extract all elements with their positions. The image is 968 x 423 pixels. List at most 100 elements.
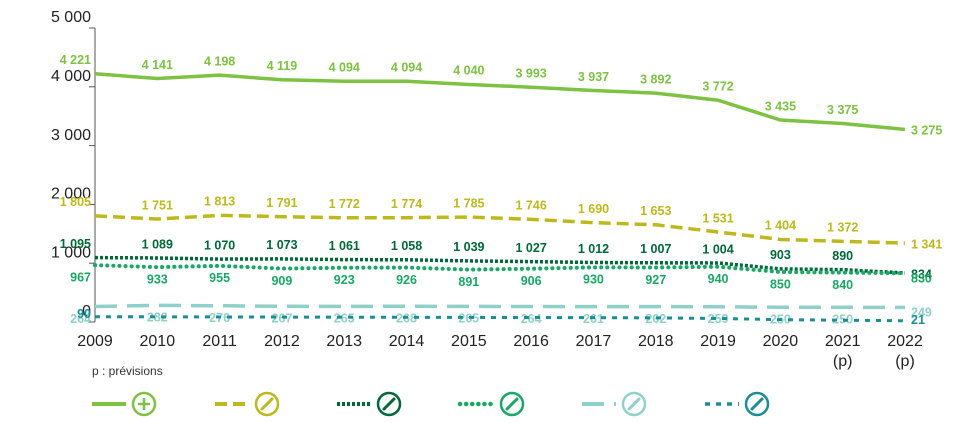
data-label: 1 095 (60, 237, 91, 251)
series-line (94, 303, 906, 310)
x-tick-label: 2018 (638, 333, 674, 350)
y-tick-label: 3 000 (51, 127, 91, 144)
legend-icon (499, 391, 525, 417)
data-label: 4 040 (453, 64, 484, 78)
data-label: 926 (396, 273, 417, 287)
data-label: 1 012 (578, 242, 609, 256)
data-label: 3 937 (578, 70, 609, 84)
x-tick-label: 2019 (700, 333, 736, 350)
data-label: 259 (708, 312, 729, 326)
data-label: 265 (334, 312, 355, 326)
data-label: 930 (583, 273, 604, 287)
legend-icon (254, 391, 280, 417)
data-label: 1 813 (204, 195, 235, 209)
data-label: 4 221 (60, 53, 91, 67)
x-tick-label: 2010 (140, 333, 176, 350)
data-label: 1 341 (911, 237, 942, 251)
data-label: 1 027 (516, 241, 547, 255)
series-line (94, 255, 906, 275)
y-tick-label: 1 000 (51, 244, 91, 261)
x-tick-label: 2012 (264, 333, 300, 350)
data-label: 1 791 (266, 196, 297, 210)
data-label: 940 (708, 272, 729, 286)
data-label: 850 (770, 277, 791, 291)
data-label: 1 372 (827, 221, 858, 235)
legend-glyph (750, 397, 764, 411)
y-tick-label: 0 (82, 303, 91, 320)
data-label: 1 070 (204, 238, 235, 252)
series-line (94, 315, 906, 323)
data-label: 834 (911, 267, 932, 281)
data-label: 4 141 (142, 58, 173, 72)
data-label: 933 (147, 272, 168, 286)
legend-glyph (138, 398, 150, 410)
data-label: 264 (70, 312, 91, 326)
data-label: 3 435 (765, 99, 796, 113)
legend-icon (744, 391, 770, 417)
data-label: 891 (458, 275, 479, 289)
x-tick-label: 2009 (77, 333, 113, 350)
data-label: 3 275 (911, 124, 942, 138)
footnote: p : prévisions (92, 364, 163, 378)
legend-icon (131, 391, 157, 417)
data-label: 1 746 (516, 199, 547, 213)
x-tick-label: 2014 (389, 333, 425, 350)
data-label: 909 (271, 274, 292, 288)
data-label: 265 (458, 312, 479, 326)
x-tick-label: 2022 (887, 333, 923, 350)
data-label: 1 073 (266, 238, 297, 252)
x-tick-note: (p) (895, 353, 915, 370)
data-label: 4 198 (204, 54, 235, 68)
data-label: 840 (832, 278, 853, 292)
data-label: 249 (911, 306, 932, 320)
data-label: 4 119 (267, 59, 298, 73)
data-label: 1 785 (453, 196, 484, 210)
data-label: 3 772 (702, 80, 733, 94)
data-label: 967 (70, 270, 91, 284)
data-label: 3 993 (516, 67, 547, 81)
x-tick-label: 2017 (576, 333, 612, 350)
data-label: 1 089 (142, 237, 173, 251)
data-label: 282 (147, 311, 168, 325)
data-label: 1 772 (329, 197, 360, 211)
data-label: 1 690 (578, 202, 609, 216)
data-label: 21 (911, 313, 925, 327)
legend-glyph (260, 397, 274, 411)
x-tick-label: 2015 (451, 333, 487, 350)
data-label: 1 805 (60, 195, 91, 209)
series-line (94, 72, 906, 132)
data-label: 267 (271, 312, 292, 326)
data-label: 1 061 (329, 239, 360, 253)
data-label: 262 (645, 312, 666, 326)
x-tick-label: 2011 (202, 333, 237, 350)
data-label: 3 375 (827, 103, 858, 117)
data-label: 250 (832, 313, 853, 327)
legend-icon (621, 391, 647, 417)
data-label: 1 058 (391, 239, 422, 253)
x-tick-note: (p) (833, 353, 853, 370)
data-label: 4 094 (391, 61, 422, 75)
data-label: 830 (911, 271, 932, 285)
data-label: 1 531 (702, 211, 733, 225)
legend-icon (376, 391, 402, 417)
legend-glyph (382, 397, 396, 411)
data-label: 4 094 (329, 61, 360, 75)
x-tick-label: 2020 (763, 333, 799, 350)
x-tick-label: 2013 (326, 333, 362, 350)
data-label: 1 774 (391, 197, 422, 211)
x-tick-label: 2016 (513, 333, 549, 350)
x-tick-label: 2021 (825, 333, 861, 350)
data-label: 1 039 (453, 240, 484, 254)
data-label: 264 (521, 312, 542, 326)
data-label: 955 (209, 271, 230, 285)
data-label: 906 (521, 274, 542, 288)
y-tick-label: 4 000 (51, 68, 91, 85)
data-label: 903 (770, 248, 791, 262)
data-label: 1 751 (142, 198, 173, 212)
series-line (93, 263, 907, 276)
data-label: 90 (77, 307, 91, 321)
legend-glyph (627, 397, 641, 411)
data-label: 1 404 (765, 219, 796, 233)
y-tick-label: 2 000 (51, 186, 91, 203)
